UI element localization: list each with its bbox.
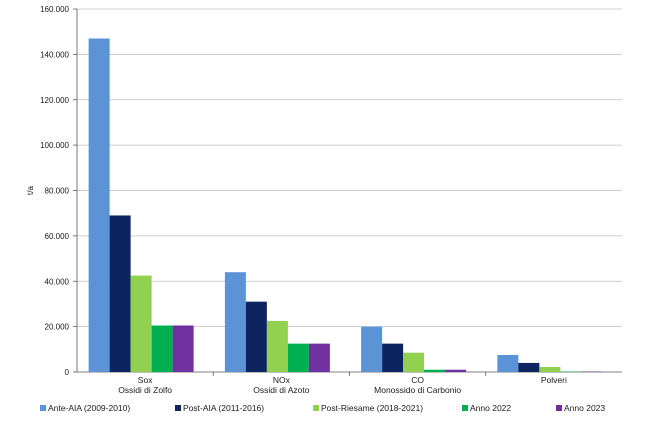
bar-1-3 <box>361 327 382 372</box>
bar-3-3 <box>403 353 424 372</box>
x-category-sublabel: Ossidi di Azoto <box>253 385 309 395</box>
y-tick-label: 40.000 <box>45 277 70 286</box>
gridlines <box>77 9 622 327</box>
axes <box>73 9 622 376</box>
x-category-sublabel: Ossidi di Zolfo <box>118 385 172 395</box>
bar-3-2 <box>267 321 288 372</box>
legend-swatch <box>556 405 562 411</box>
legend-swatch <box>313 405 319 411</box>
legend-swatch <box>175 405 181 411</box>
bar-3-1 <box>131 276 152 372</box>
bar-4-2 <box>288 344 309 372</box>
bar-1-4 <box>497 355 518 372</box>
y-axis-title: t/a <box>26 186 35 195</box>
x-category-sublabel: Monossido di Carbonio <box>374 385 461 395</box>
x-category-label: NOx <box>273 375 291 385</box>
bar-4-1 <box>152 325 173 372</box>
legend-label: Ante-AIA (2009-2010) <box>48 403 130 413</box>
y-tick-label: 0 <box>65 368 70 377</box>
y-tick-label: 160.000 <box>40 5 69 14</box>
bar-2-2 <box>246 302 267 372</box>
bar-5-3 <box>445 370 466 372</box>
legend: Ante-AIA (2009-2010) Post-AIA (2011-2016)… <box>40 403 605 413</box>
legend-swatch <box>462 405 468 411</box>
bar-3-4 <box>539 367 560 372</box>
legend-label: Post-Riesame (2018-2021) <box>321 403 423 413</box>
bar-2-4 <box>518 363 539 372</box>
y-tick-label: 60.000 <box>45 232 70 241</box>
bars <box>89 38 603 372</box>
y-tick-label: 100.000 <box>40 141 69 150</box>
legend-swatch <box>40 405 46 411</box>
bar-4-3 <box>424 370 445 372</box>
bar-5-2 <box>309 344 330 372</box>
y-tick-label: 140.000 <box>40 50 69 59</box>
x-category-label: Polveri <box>541 375 567 385</box>
y-tick-label: 80.000 <box>45 187 70 196</box>
legend-label: Anno 2023 <box>564 403 605 413</box>
y-tick-label: 120.000 <box>40 96 69 105</box>
x-category-label: Sox <box>138 375 153 385</box>
bar-2-1 <box>110 215 131 372</box>
y-tick-label: 20.000 <box>45 323 70 332</box>
legend-label: Anno 2022 <box>470 403 511 413</box>
bar-1-2 <box>225 272 246 372</box>
bar-1-1 <box>89 38 110 372</box>
legend-label: Post-AIA (2011-2016) <box>183 403 264 413</box>
bar-5-1 <box>173 325 194 372</box>
x-category-label: CO <box>411 375 424 385</box>
bar-2-3 <box>382 344 403 372</box>
